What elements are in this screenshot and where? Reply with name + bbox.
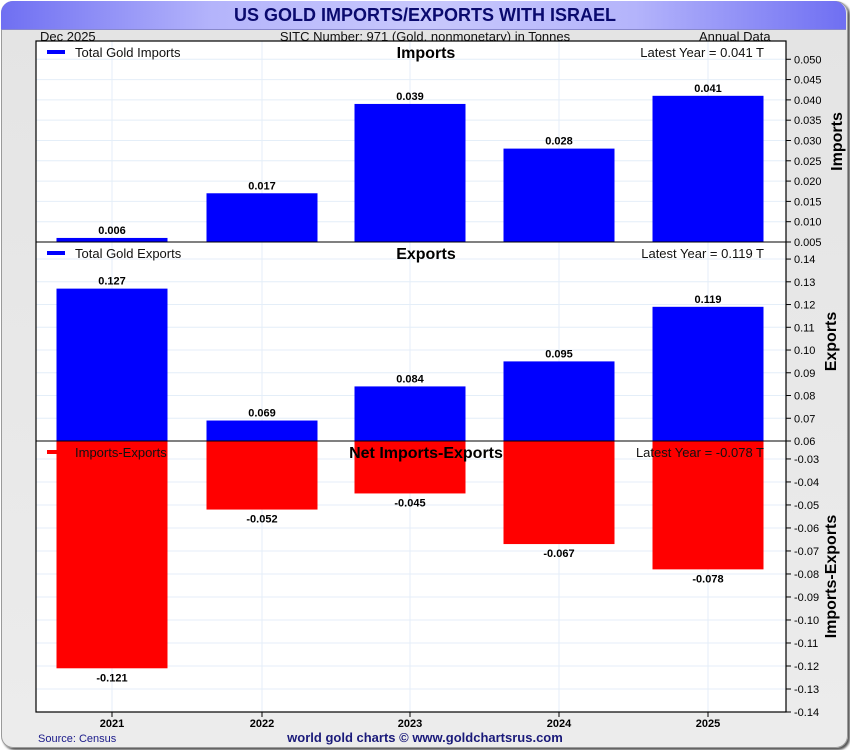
y-tick-label: 0.07: [794, 413, 815, 425]
panel-title: Exports: [396, 246, 456, 263]
y-tick-label: 0.11: [794, 322, 815, 334]
y-axis-title: Imports: [829, 112, 846, 171]
bar-value-label: -0.078: [692, 573, 723, 585]
bar-2021: [56, 288, 168, 441]
x-tick-label: 2024: [547, 718, 572, 730]
y-tick-label: -0.12: [794, 661, 819, 673]
bar-value-label: -0.067: [543, 548, 574, 560]
y-tick-label: -0.04: [794, 477, 819, 489]
legend-swatch: [47, 50, 65, 54]
bar-2025: [652, 95, 764, 243]
y-tick-label: -0.09: [794, 592, 819, 604]
x-tick-label: 2022: [250, 718, 274, 730]
bar-2023: [354, 103, 466, 242]
panel-title: Net Imports-Exports: [349, 445, 503, 462]
y-tick-label: -0.07: [794, 546, 819, 558]
x-tick-label: 2025: [696, 718, 720, 730]
bar-value-label: -0.121: [96, 672, 127, 684]
bar-2025: [652, 441, 764, 570]
data-frequency: Annual Data: [699, 29, 771, 44]
bar-2021: [56, 441, 168, 669]
bar-value-label: 0.006: [98, 225, 126, 237]
x-tick-label: 2021: [100, 718, 124, 730]
y-tick-label: 0.14: [794, 254, 815, 266]
bar-2022: [206, 193, 318, 242]
title-bar: [1, 1, 846, 30]
y-tick-label: -0.14: [794, 707, 819, 719]
bar-2024: [503, 441, 615, 545]
x-tick-label: 2023: [398, 718, 422, 730]
y-tick-label: 0.025: [794, 156, 822, 168]
bar-2021: [56, 237, 168, 242]
bar-value-label: 0.069: [248, 408, 276, 420]
y-tick-label: -0.05: [794, 500, 819, 512]
panel-title: Imports: [397, 45, 456, 62]
source-label: Source: Census: [38, 733, 117, 745]
y-axis-title: Imports-Exports: [823, 515, 840, 639]
y-axis-title: Exports: [823, 312, 840, 372]
plot-border: [35, 40, 787, 713]
latest-year-label: Latest Year = 0.041 T: [640, 45, 764, 60]
y-tick-label: 0.12: [794, 300, 815, 312]
legend-label: Total Gold Exports: [75, 246, 182, 261]
legend-swatch: [47, 450, 65, 454]
bar-2023: [354, 386, 466, 441]
bar-value-label: -0.045: [394, 497, 425, 509]
y-tick-label: -0.13: [794, 684, 819, 696]
y-tick-label: 0.08: [794, 391, 815, 403]
bar-value-label: -0.052: [246, 514, 277, 526]
legend-label: Total Gold Imports: [75, 45, 181, 60]
y-tick-label: 0.015: [794, 196, 822, 208]
legend-label: Imports-Exports: [75, 445, 167, 460]
bar-value-label: 0.084: [396, 373, 424, 385]
bar-2025: [652, 306, 764, 441]
y-tick-label: 0.020: [794, 176, 822, 188]
y-tick-label: 0.030: [794, 135, 822, 147]
bar-2022: [206, 441, 318, 510]
y-tick-label: 0.13: [794, 277, 815, 289]
y-tick-label: 0.010: [794, 217, 822, 229]
y-tick-label: 0.045: [794, 75, 822, 87]
bar-value-label: 0.127: [98, 276, 126, 288]
y-tick-label: 0.10: [794, 345, 815, 357]
bar-value-label: 0.041: [694, 83, 722, 95]
bar-2022: [206, 420, 318, 441]
y-tick-label: -0.06: [794, 523, 819, 535]
bar-value-label: 0.095: [545, 348, 573, 360]
y-tick-label: 0.005: [794, 237, 822, 249]
y-tick-label: -0.08: [794, 569, 819, 581]
y-tick-label: 0.050: [794, 54, 822, 66]
bar-2024: [503, 148, 615, 242]
latest-year-label: Latest Year = -0.078 T: [636, 445, 764, 460]
report-date: Dec 2025: [40, 29, 96, 44]
bar-2023: [354, 441, 466, 494]
y-tick-label: -0.03: [794, 454, 819, 466]
y-tick-label: 0.040: [794, 95, 822, 107]
credit-label: world gold charts © www.goldchartsrus.co…: [287, 730, 563, 745]
latest-year-label: Latest Year = 0.119 T: [641, 246, 764, 261]
bar-value-label: 0.028: [545, 136, 573, 148]
y-tick-label: -0.10: [794, 615, 819, 627]
bar-value-label: 0.039: [396, 91, 424, 103]
y-tick-label: 0.035: [794, 115, 822, 127]
y-tick-label: 0.09: [794, 368, 815, 380]
bar-value-label: 0.119: [695, 294, 722, 306]
bar-2024: [503, 361, 615, 441]
legend-swatch: [47, 251, 65, 255]
y-tick-label: 0.06: [794, 436, 815, 448]
bar-value-label: 0.017: [248, 180, 276, 192]
y-tick-label: -0.11: [794, 638, 818, 650]
sitc-description: SITC Number: 971 (Gold, nonmonetary) in …: [279, 29, 571, 44]
chart-title: US GOLD IMPORTS/EXPORTS WITH ISRAEL: [233, 5, 617, 25]
